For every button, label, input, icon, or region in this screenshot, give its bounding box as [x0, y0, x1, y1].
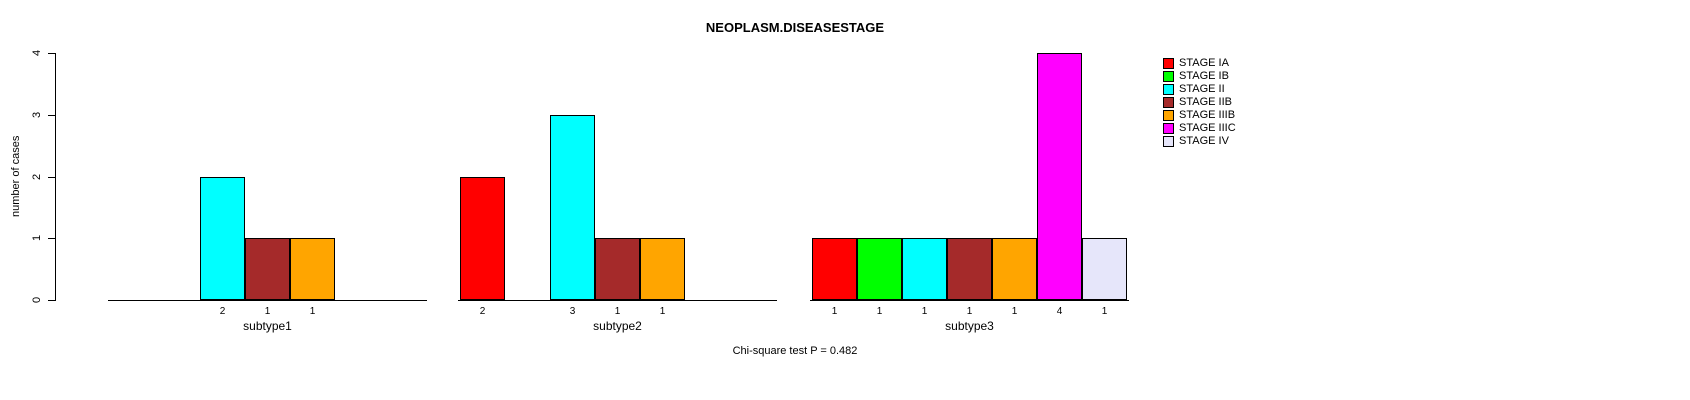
y-tick-label: 3	[31, 111, 43, 118]
legend-swatch	[1163, 70, 1174, 82]
legend-label: STAGE IA	[1179, 56, 1229, 69]
bar-stage-iiib-subtype3	[992, 238, 1037, 300]
bar-value-label: 2	[219, 306, 226, 317]
bar-value-label: 1	[614, 306, 621, 317]
legend-item-stage-ia: STAGE IA	[1163, 57, 1236, 69]
group-baseline	[810, 300, 1129, 301]
legend-item-stage-iib: STAGE IIB	[1163, 96, 1236, 108]
legend-label: STAGE IB	[1179, 69, 1229, 82]
bar-value-label: 1	[831, 306, 838, 317]
y-tick-label: 4	[31, 49, 43, 57]
bar-stage-ia-subtype2	[460, 176, 505, 300]
bar-value-label: 1	[921, 306, 928, 317]
y-axis-line	[55, 53, 56, 301]
legend-label: STAGE II	[1179, 82, 1225, 95]
legend: STAGE IA STAGE IB STAGE II STAGE IIB STAGE I…	[1163, 57, 1236, 147]
bar-stage-ib-subtype3	[857, 238, 902, 300]
bar-stage-ia-subtype3	[812, 238, 857, 300]
legend-label: STAGE IV	[1179, 134, 1229, 147]
bar-value-label: 1	[659, 306, 666, 317]
legend-swatch	[1163, 122, 1174, 134]
legend-item-stage-ib: STAGE IB	[1163, 70, 1236, 82]
group-baseline	[108, 300, 427, 301]
y-tick	[48, 114, 55, 116]
bar-stage-iib-subtype2	[595, 238, 640, 300]
legend-swatch	[1163, 96, 1174, 108]
bar-stage-ii-subtype2	[550, 114, 595, 300]
legend-swatch	[1163, 57, 1174, 69]
chart-title: NEOPLASM.DISEASESTAGE	[705, 20, 885, 35]
bar-stage-iiic-subtype3	[1037, 53, 1082, 300]
y-tick-label: 0	[31, 296, 43, 304]
group-baseline	[458, 300, 777, 301]
legend-label: STAGE IIIC	[1179, 121, 1236, 134]
y-tick-label: 1	[31, 235, 43, 242]
bar-value-label: 1	[309, 306, 316, 317]
legend-item-stage-iv: STAGE IV	[1163, 135, 1236, 147]
bar-stage-iib-subtype3	[947, 238, 992, 300]
bar-value-label: 3	[569, 306, 576, 317]
bar-stage-iiib-subtype2	[640, 238, 685, 300]
bar-stage-iiib-subtype1	[290, 238, 335, 300]
bar-value-label: 4	[1056, 306, 1063, 317]
legend-item-stage-ii: STAGE II	[1163, 83, 1236, 95]
bar-stage-ii-subtype3	[902, 238, 947, 300]
y-tick	[48, 300, 55, 301]
bar-value-label: 1	[876, 306, 883, 317]
y-tick	[48, 238, 55, 240]
legend-swatch	[1163, 109, 1174, 121]
x-axis-label-subtype3: subtype3	[945, 319, 994, 333]
legend-label: STAGE IIB	[1179, 95, 1232, 108]
legend-item-stage-iiic: STAGE IIIC	[1163, 122, 1236, 134]
bar-stage-ii-subtype1	[200, 176, 245, 300]
y-axis-label: number of cases	[10, 135, 22, 217]
bar-value-label: 2	[479, 306, 486, 317]
legend-swatch	[1163, 83, 1174, 95]
bar-value-label: 1	[966, 306, 973, 317]
x-axis-label-subtype1: subtype1	[243, 319, 292, 333]
x-axis-label-subtype2: subtype2	[593, 319, 642, 333]
y-tick	[48, 53, 55, 54]
legend-swatch	[1163, 135, 1174, 147]
chi-square-note: Chi-square test P = 0.482	[732, 345, 858, 357]
bar-value-label: 1	[1011, 306, 1018, 317]
legend-label: STAGE IIIB	[1179, 108, 1236, 121]
y-tick	[48, 176, 55, 178]
legend-item-stage-iiib: STAGE IIIB	[1163, 109, 1236, 121]
y-tick-label: 2	[31, 173, 43, 180]
bar-stage-iib-subtype1	[245, 238, 290, 300]
bar-stage-iv-subtype3	[1082, 238, 1127, 300]
bar-value-label: 1	[1101, 306, 1108, 317]
bar-value-label: 1	[264, 306, 271, 317]
